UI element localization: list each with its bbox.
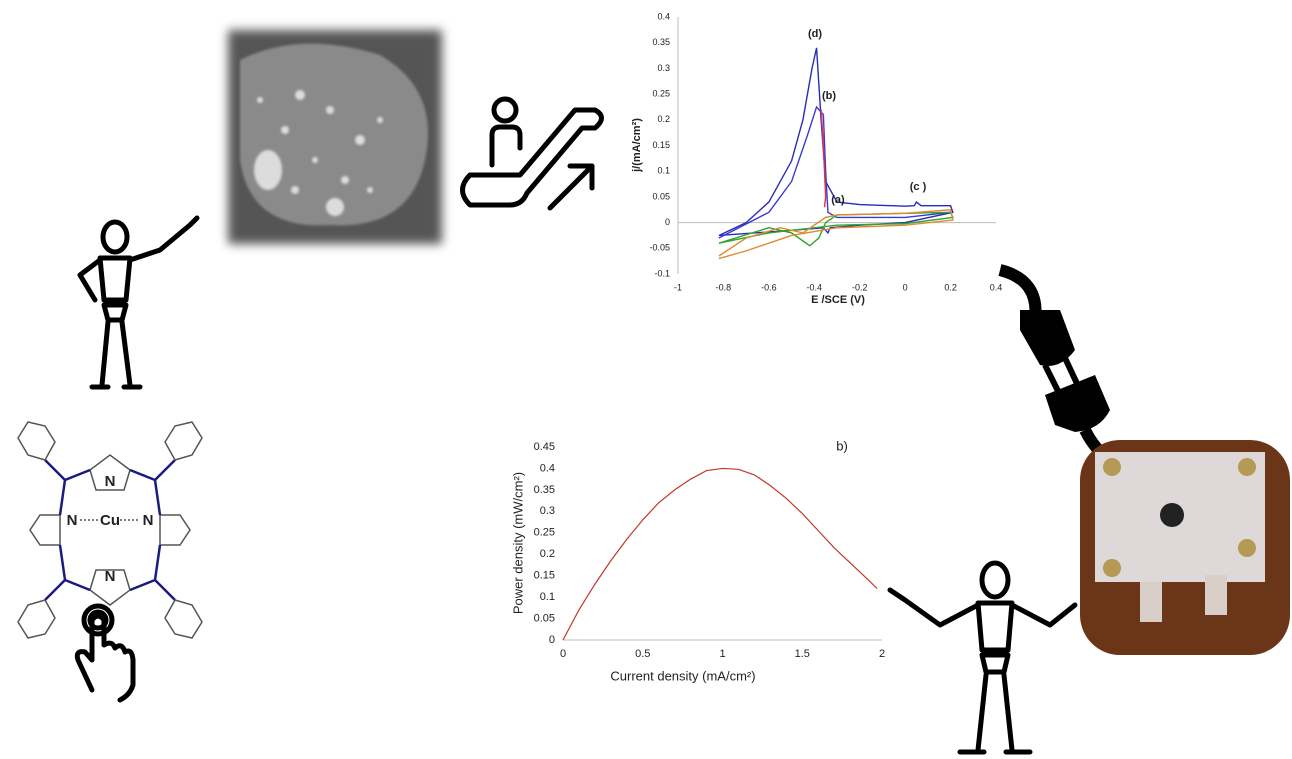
data-line — [719, 48, 953, 236]
x-axis-label: E /SCE (V) — [811, 294, 865, 306]
x-tick-label: -0.2 — [852, 282, 868, 292]
y-tick-label: 0.35 — [534, 484, 555, 496]
y-tick-label: 0.05 — [534, 612, 555, 624]
annotation: (b) — [822, 90, 836, 102]
annotation: (a) — [831, 194, 845, 206]
x-tick-label: 0.2 — [944, 282, 957, 292]
y-tick-label: 0.3 — [540, 505, 555, 517]
y-tick-label: -0.1 — [654, 268, 670, 278]
y-axis-label: Power density (mW/cm²) — [510, 472, 525, 614]
mannequin — [890, 563, 1075, 752]
y-tick-label: 0.4 — [657, 11, 670, 21]
x-tick-label: 0.4 — [990, 282, 1003, 292]
y-tick-label: 0 — [665, 217, 670, 227]
mannequin — [80, 218, 197, 387]
porphyrin-structure — [18, 422, 202, 638]
y-tick-label: 0.05 — [652, 191, 670, 201]
x-tick-label: -0.8 — [716, 282, 732, 292]
fuel-cell-photo — [1080, 440, 1290, 655]
atom-label: N — [105, 568, 116, 585]
x-tick-label: -0.4 — [807, 282, 823, 292]
y-tick-label: 0.3 — [657, 63, 670, 73]
y-tick-label: 0.35 — [652, 37, 670, 47]
plug-icon — [1000, 270, 1110, 460]
atom-label: N — [143, 512, 154, 529]
y-axis-label: j/(mA/cm²) — [631, 118, 643, 173]
canvas: N N Cu N N -1 -0.8 -0.6 -0.4 -0.2 0 0.2 0.4 -0.1… — [0, 0, 1292, 759]
x-tick-label: -0.6 — [761, 282, 777, 292]
y-tick-label: 0.25 — [652, 88, 670, 98]
y-tick-label: -0.05 — [649, 243, 670, 253]
graphical-abstract: N N Cu N N -1 -0.8 -0.6 -0.4 -0.2 0 0.2 0.4 -0.1… — [0, 0, 1292, 759]
y-tick-label: 0.1 — [540, 591, 555, 603]
x-tick-label: -1 — [674, 282, 682, 292]
escalator-icon — [463, 99, 602, 208]
x-axis-label: Current density (mA/cm²) — [610, 668, 755, 683]
y-tick-label: 0.2 — [657, 114, 670, 124]
x-tick-label: 0 — [560, 648, 566, 660]
annotation: b) — [836, 438, 848, 453]
y-tick-label: 0.25 — [534, 527, 555, 539]
annotation: (c ) — [910, 181, 927, 193]
x-tick-label: 0 — [903, 282, 908, 292]
sem-image — [228, 30, 442, 244]
y-tick-label: 0.45 — [534, 441, 555, 453]
y-tick-label: 0.15 — [652, 140, 670, 150]
y-tick-label: 0.2 — [540, 548, 555, 560]
annotation: (d) — [808, 28, 822, 40]
structure-labels: N N Cu N N — [67, 473, 154, 585]
x-tick-label: 1 — [719, 648, 725, 660]
atom-label: N — [105, 473, 116, 490]
x-tick-label: 0.5 — [635, 648, 650, 660]
y-tick-label: 0.4 — [540, 462, 555, 474]
data-line — [563, 468, 877, 640]
touch-icon — [77, 606, 133, 700]
y-tick-label: 0.15 — [534, 570, 555, 582]
data-line — [719, 107, 951, 238]
y-tick-label: 0.1 — [657, 166, 670, 176]
atom-label: Cu — [100, 512, 120, 529]
x-tick-label: 1.5 — [795, 648, 810, 660]
atom-label: N — [67, 512, 78, 529]
y-tick-label: 0 — [549, 634, 555, 646]
x-tick-label: 2 — [879, 648, 885, 660]
